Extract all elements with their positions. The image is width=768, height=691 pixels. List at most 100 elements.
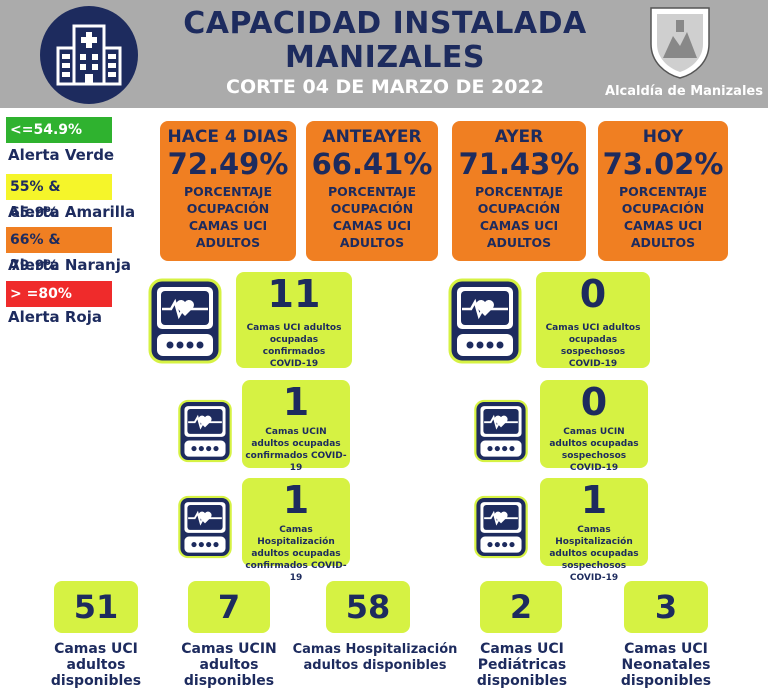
stat-line: Camas Hospitalización bbox=[555, 525, 633, 547]
occupancy-desc-line: CAMAS UCI bbox=[479, 218, 559, 233]
occupancy-card-ayer: AYER 71.43% PORCENTAJE OCUPACIÓN CAMAS U… bbox=[452, 121, 586, 261]
stat-line: sospechosos COVID-19 bbox=[561, 561, 627, 583]
available-ucin-adultos-value: 7 bbox=[188, 581, 270, 633]
occupancy-label: HACE 4 DIAS bbox=[167, 127, 289, 147]
available-uci-neonatales-caption: Camas UCI Neonatales disponibles bbox=[606, 641, 726, 689]
occupancy-label: AYER bbox=[494, 127, 544, 147]
stat-value: 1 bbox=[580, 478, 608, 522]
legend-yellow-label: Alerta Amarilla bbox=[8, 203, 136, 221]
occupancy-desc-line: PORCENTAJE bbox=[327, 184, 416, 199]
occupancy-desc-line: OCUPACIÓN bbox=[186, 201, 270, 216]
stat-value: 11 bbox=[267, 272, 321, 316]
manizales-coat-of-arms bbox=[649, 6, 711, 80]
stat-line: adultos ocupadas bbox=[251, 549, 341, 559]
stat-line: adultos ocupadas bbox=[251, 439, 341, 449]
stat-value: 1 bbox=[282, 380, 310, 424]
legend-red-label: Alerta Roja bbox=[8, 308, 102, 326]
occupancy-desc-line: OCUPACIÓN bbox=[621, 201, 705, 216]
available-uci-pediatricas-value: 2 bbox=[480, 581, 562, 633]
stat-value: 0 bbox=[580, 380, 608, 424]
occupancy-desc-line: CAMAS UCI bbox=[332, 218, 412, 233]
occupancy-card-hoy: HOY 73.02% PORCENTAJE OCUPACIÓN CAMAS UC… bbox=[598, 121, 728, 261]
heart-monitor-icon bbox=[472, 494, 530, 560]
available-uci-adultos-value: 51 bbox=[54, 581, 138, 633]
occupancy-card-hace-4-dias: HACE 4 DIAS 72.49% PORCENTAJE OCUPACIÓN … bbox=[160, 121, 296, 261]
stat-value: 0 bbox=[579, 272, 607, 316]
caption-line: Pediátricas bbox=[477, 657, 567, 673]
heart-monitor-icon bbox=[176, 494, 234, 560]
occupancy-card-anteayer: ANTEAYER 66.41% PORCENTAJE OCUPACIÓN CAM… bbox=[306, 121, 438, 261]
stat-uci-confirmados: 11 Camas UCI adultos ocupadas confirmado… bbox=[236, 272, 352, 369]
stat-hosp-confirmados: 1 Camas Hospitalización adultos ocupadas… bbox=[242, 478, 350, 583]
stat-line: confirmados COVID-19 bbox=[245, 561, 347, 583]
occupancy-desc-line: ADULTOS bbox=[486, 235, 552, 250]
occupancy-desc-line: ADULTOS bbox=[630, 235, 696, 250]
caption-line: adultos disponibles bbox=[303, 658, 447, 673]
heart-monitor-icon bbox=[146, 276, 224, 366]
occupancy-label: HOY bbox=[642, 127, 684, 147]
available-uci-pediatricas-caption: Camas UCI Pediátricas disponibles bbox=[464, 641, 580, 689]
occupancy-desc-line: CAMAS UCI bbox=[188, 218, 268, 233]
stat-line: ocupadas confirmados bbox=[262, 335, 326, 357]
occupancy-desc-line: PORCENTAJE bbox=[618, 184, 707, 199]
stat-line: confirmados COVID-19 bbox=[245, 451, 347, 473]
occupancy-value: 73.02% bbox=[602, 147, 724, 181]
stat-hosp-sospechosos: 1 Camas Hospitalización adultos ocupadas… bbox=[540, 478, 648, 583]
caption-line: disponibles bbox=[50, 673, 142, 689]
caption-line: disponibles bbox=[183, 673, 275, 689]
stat-value: 1 bbox=[282, 478, 310, 522]
caption-line: disponibles bbox=[620, 673, 712, 689]
legend-orange-range: 66% & 79.9% bbox=[6, 227, 112, 274]
caption-line: disponibles bbox=[476, 673, 568, 689]
legend-yellow-range: 55% & 65.9% bbox=[6, 174, 112, 221]
alcaldia-name: Alcaldía de Manizales bbox=[605, 84, 763, 99]
legend-green-label: Alerta Verde bbox=[8, 146, 115, 164]
page-title-line2: MANIZALES bbox=[284, 40, 486, 75]
stat-uci-sospechosos: 0 Camas UCI adultos ocupadas sospechosos… bbox=[536, 272, 650, 369]
occupancy-value: 71.43% bbox=[458, 147, 580, 181]
legend-red-range: > =80% bbox=[6, 281, 112, 307]
available-ucin-adultos-caption: Camas UCIN adultos disponibles bbox=[166, 641, 292, 689]
occupancy-desc-line: OCUPACIÓN bbox=[477, 201, 561, 216]
available-uci-adultos-caption: Camas UCI adultos disponibles bbox=[30, 641, 162, 689]
legend-orange-label: Alerta Naranja bbox=[8, 256, 131, 274]
header-banner: CAPACIDAD INSTALADA MANIZALES CORTE 04 D… bbox=[0, 0, 768, 108]
caption-line: adultos bbox=[66, 657, 126, 673]
occupancy-desc-line: OCUPACIÓN bbox=[330, 201, 414, 216]
heart-monitor-icon bbox=[446, 276, 524, 366]
stat-line: adultos ocupadas bbox=[549, 439, 639, 449]
stat-line: sospechosos COVID-19 bbox=[561, 451, 627, 473]
heart-monitor-icon bbox=[176, 398, 234, 464]
occupancy-desc-line: ADULTOS bbox=[339, 235, 405, 250]
occupancy-desc-line: ADULTOS bbox=[195, 235, 261, 250]
stat-line: Camas UCIN bbox=[265, 427, 327, 437]
stat-line: Camas UCI adultos bbox=[246, 323, 342, 333]
stat-ucin-confirmados: 1 Camas UCIN adultos ocupadas confirmado… bbox=[242, 380, 350, 473]
occupancy-value: 72.49% bbox=[167, 147, 289, 181]
caption-line: Camas UCI bbox=[480, 641, 564, 657]
page-title-line1: CAPACIDAD INSTALADA bbox=[183, 6, 587, 41]
stat-line: ocupadas sospechosos bbox=[560, 335, 626, 357]
legend-green-range: <=54.9% bbox=[6, 117, 112, 143]
occupancy-desc-line: CAMAS UCI bbox=[623, 218, 703, 233]
stat-line: COVID-19 bbox=[269, 359, 319, 369]
available-uci-neonatales-value: 3 bbox=[624, 581, 708, 633]
occupancy-desc-line: PORCENTAJE bbox=[183, 184, 272, 199]
stat-line: COVID-19 bbox=[568, 359, 618, 369]
occupancy-desc-line: PORCENTAJE bbox=[474, 184, 563, 199]
page-subtitle: CORTE 04 DE MARZO DE 2022 bbox=[226, 76, 544, 98]
caption-line: adultos bbox=[199, 657, 259, 673]
stat-line: Camas UCIN bbox=[563, 427, 625, 437]
stat-line: adultos ocupadas bbox=[549, 549, 639, 559]
caption-line: Camas UCIN bbox=[181, 641, 277, 657]
hospital-building-icon bbox=[40, 6, 138, 104]
caption-line: Camas UCI bbox=[54, 641, 138, 657]
available-hospitalizacion-caption: Camas Hospitalización adultos disponible… bbox=[290, 642, 460, 674]
occupancy-label: ANTEAYER bbox=[322, 127, 422, 147]
stat-ucin-sospechosos: 0 Camas UCIN adultos ocupadas sospechoso… bbox=[540, 380, 648, 473]
caption-line: Camas Hospitalización bbox=[292, 642, 458, 657]
occupancy-value: 66.41% bbox=[311, 147, 433, 181]
stat-line: Camas UCI adultos bbox=[545, 323, 641, 333]
caption-line: Neonatales bbox=[621, 657, 711, 673]
